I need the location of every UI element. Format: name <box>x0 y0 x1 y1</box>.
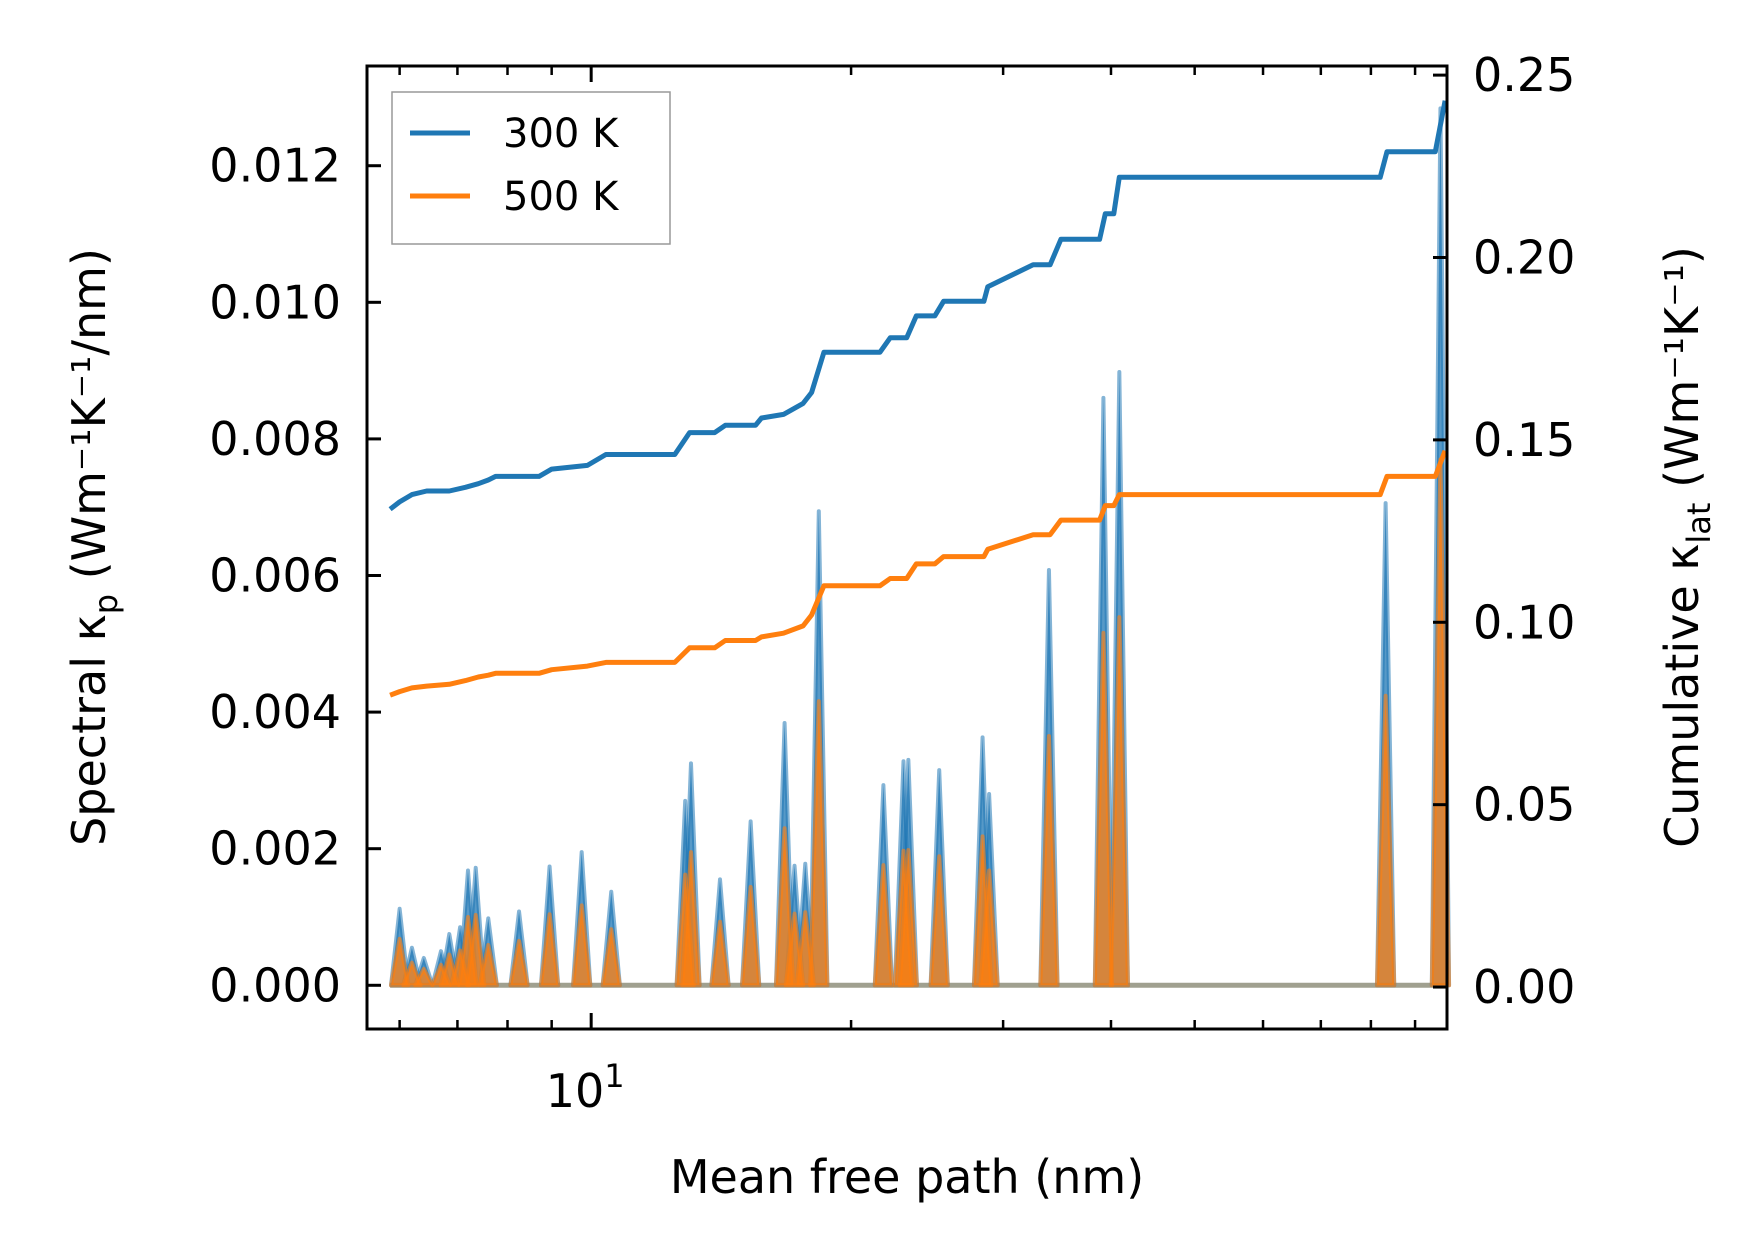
spectral-peak-500k <box>1374 693 1397 988</box>
x-tick-label: 101 <box>546 1057 625 1118</box>
y-tick-label-right: 0.20 <box>1473 231 1575 285</box>
spectral-area-group <box>388 106 1452 988</box>
spectral-peak-500k <box>508 938 530 988</box>
y-tick-label-right: 0.25 <box>1473 48 1575 102</box>
cumulative-lines-group <box>388 100 1448 698</box>
spectral-peak-500k <box>680 850 702 988</box>
legend: 300 K 500 K <box>391 91 671 245</box>
spectral-peak-500k <box>978 868 1000 988</box>
spectral-peak-500k <box>538 912 561 988</box>
spectral-peak-500k <box>897 848 919 988</box>
spectral-peak-500k <box>600 927 622 988</box>
spectral-peak-500k <box>808 699 830 988</box>
legend-label-500k: 500 K <box>503 174 620 220</box>
y-tick-label-right: 0.05 <box>1473 778 1575 832</box>
y-axis-label-right: Cumulative κlat (Wm⁻¹K⁻¹) <box>1655 246 1718 848</box>
y-axis-label-left: Spectral κp (Wm⁻¹K⁻¹/nm) <box>62 248 125 846</box>
spectral-peak-500k <box>477 942 499 988</box>
y-tick-label-left: 0.012 <box>209 139 341 193</box>
spectral-peak-500k <box>465 912 487 988</box>
spectral-peak-500k <box>388 936 411 988</box>
spectral-peak-500k <box>1038 734 1060 988</box>
plot-frame <box>365 64 1449 1031</box>
spectral-peak-500k <box>571 903 593 988</box>
spectral-peak-500k <box>709 919 731 988</box>
y-tick-label-left: 0.010 <box>209 275 341 329</box>
ticks-group: 0.000 0.002 0.004 0.006 0.008 0.010 0.012 0.00 0… <box>209 48 1575 1029</box>
spectral-peak-500k <box>928 854 950 988</box>
legend-label-300k: 300 K <box>503 111 620 157</box>
y-tick-label-right: 0.10 <box>1473 595 1575 649</box>
y-tick-label-left: 0.008 <box>209 412 341 466</box>
x-axis-label: Mean free path (nm) <box>670 1150 1144 1204</box>
spectral-peak-500k <box>1092 630 1115 988</box>
y-tick-label-left: 0.006 <box>209 549 341 603</box>
cumulative-line-500k <box>389 449 1448 698</box>
spectral-peak-500k <box>413 966 435 988</box>
spectral-peak-500k <box>740 884 762 988</box>
spectral-peak-500k <box>872 863 895 988</box>
y-tick-label-left: 0.002 <box>209 822 341 876</box>
spectral-peak-500k <box>1429 457 1452 988</box>
y-tick-label-left: 0.000 <box>209 958 341 1012</box>
y-tick-label-right: 0.15 <box>1473 413 1575 467</box>
cumulative-line-300k <box>388 100 1448 512</box>
y-tick-label-left: 0.004 <box>209 685 341 739</box>
y-tick-label-right: 0.00 <box>1473 960 1575 1014</box>
spectral-peak-500k <box>1108 615 1130 988</box>
legend-box <box>391 91 671 245</box>
